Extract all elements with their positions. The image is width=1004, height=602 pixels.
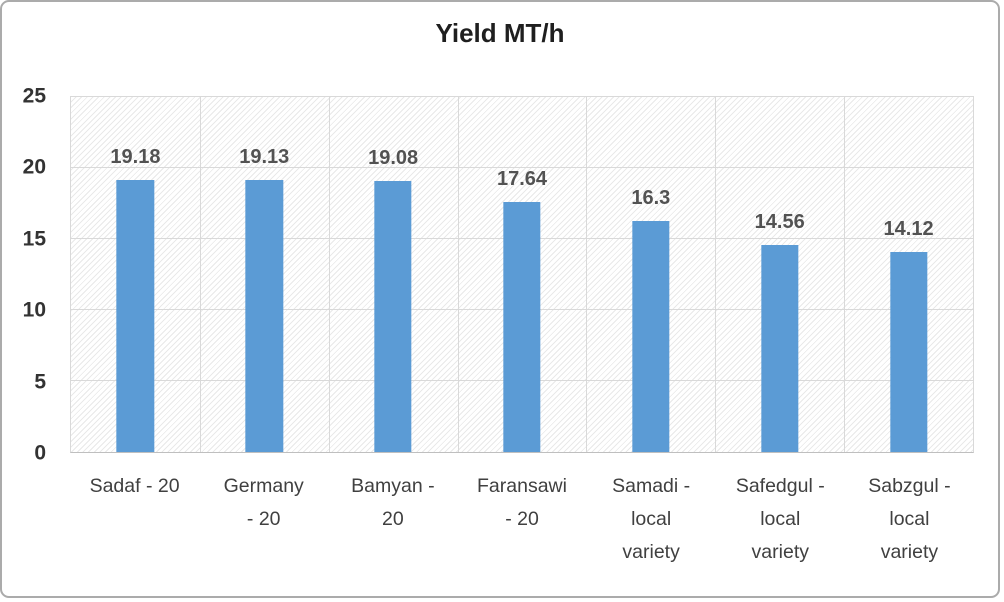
x-tick-label-6: Sabzgul - local variety: [868, 475, 951, 563]
bar-column-4: 16.3: [586, 97, 715, 452]
v-gridline: [586, 97, 588, 452]
value-label-2: 19.08: [368, 147, 419, 170]
bar-column-3: 17.64: [458, 97, 587, 452]
bar-column-0: 19.18: [71, 97, 200, 452]
y-axis: 0 5 10 15 20 25: [2, 86, 46, 464]
value-label-4: 16.3: [631, 186, 671, 209]
x-tick-label-4: Samadi - local variety: [612, 475, 691, 563]
value-label-6: 14.12: [883, 217, 934, 240]
x-axis: Sadaf - 20 Germany - 20 Bamyan - 20 Faransa…: [70, 470, 974, 569]
y-tick-label-10: 10: [22, 298, 46, 322]
bar-column-2: 19.08: [329, 97, 458, 452]
x-tick-label-2: Bamyan - 20: [351, 475, 435, 530]
h-gridline: [71, 167, 973, 168]
v-gridline: [328, 97, 330, 452]
bar-6: [889, 251, 928, 452]
x-tick-label-5: Safedgul - local variety: [735, 475, 825, 563]
bar-1: [245, 180, 283, 452]
value-label-3: 17.64: [496, 167, 548, 190]
value-label-0: 19.18: [110, 145, 161, 168]
bar-column-6: 14.12: [844, 97, 973, 452]
y-tick-label-20: 20: [22, 155, 46, 179]
v-gridline: [844, 97, 846, 452]
y-tick-label-15: 15: [22, 227, 46, 251]
y-tick-label-5: 5: [34, 370, 46, 394]
chart-title: Yield MT/h: [435, 18, 565, 48]
bar-4: [632, 220, 670, 452]
plot-area: 19.18 19.13 19.08 17.64 16.3 14.56 14.12: [70, 96, 974, 453]
x-tick-label-3: Faransawi - 20: [477, 475, 567, 530]
bar-column-1: 19.13: [200, 97, 329, 452]
v-gridline: [457, 97, 459, 452]
bar-0: [116, 179, 155, 452]
y-tick-label-25: 25: [22, 84, 46, 108]
v-gridline: [199, 97, 201, 452]
y-tick-label-0: 0: [34, 441, 46, 465]
value-label-5: 14.56: [754, 211, 805, 234]
bar-5: [761, 245, 799, 452]
value-label-1: 19.13: [239, 146, 290, 169]
bar-2: [374, 181, 412, 452]
v-gridline: [715, 97, 717, 452]
x-tick-label-0: Sadaf - 20: [89, 475, 180, 497]
bar-column-5: 14.56: [715, 97, 844, 452]
x-tick-label-1: Germany - 20: [223, 475, 304, 530]
bar-3: [503, 201, 541, 452]
